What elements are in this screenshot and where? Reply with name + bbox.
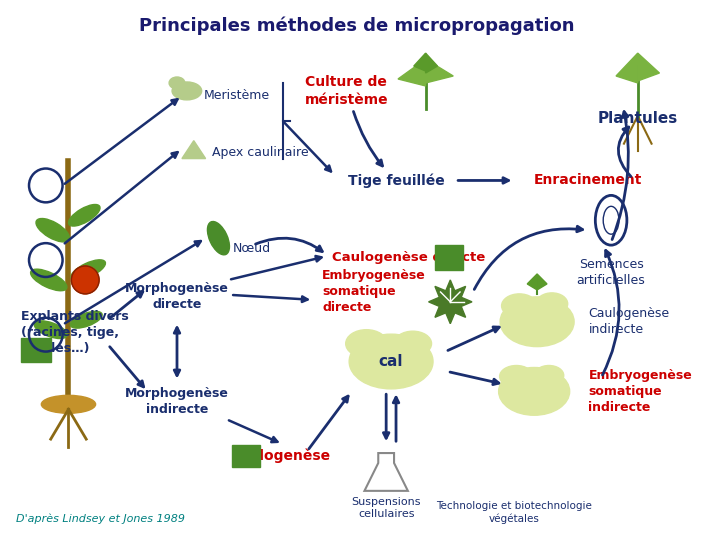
Ellipse shape — [71, 312, 102, 328]
Text: Morphogenèse
indirecte: Morphogenèse indirecte — [125, 387, 229, 416]
Text: Morphogenèse
directe: Morphogenèse directe — [125, 282, 229, 312]
Ellipse shape — [349, 334, 433, 389]
Circle shape — [71, 266, 99, 294]
Text: Embryogenèse
somatique
indirecte: Embryogenèse somatique indirecte — [588, 369, 692, 414]
Polygon shape — [426, 53, 438, 73]
Text: Technologie et biotechnologie
végétales: Technologie et biotechnologie végétales — [436, 501, 593, 524]
Text: Explants divers
(racines, tige,
feuilles…): Explants divers (racines, tige, feuilles… — [21, 310, 129, 355]
Text: Plantules: Plantules — [598, 111, 678, 126]
Ellipse shape — [172, 82, 202, 100]
Text: cal: cal — [379, 354, 403, 369]
Ellipse shape — [502, 294, 537, 318]
Polygon shape — [398, 59, 426, 86]
Text: Suspensions
cellulaires: Suspensions cellulaires — [351, 497, 421, 519]
Polygon shape — [426, 59, 454, 83]
Ellipse shape — [71, 260, 105, 280]
Text: Enracinement: Enracinement — [534, 173, 642, 187]
Ellipse shape — [500, 297, 574, 347]
Ellipse shape — [35, 321, 67, 339]
Ellipse shape — [169, 77, 185, 89]
Ellipse shape — [536, 293, 567, 315]
Text: Embryogenèse
somatique
directe: Embryogenèse somatique directe — [322, 269, 426, 314]
Text: Meristème: Meristème — [204, 90, 270, 103]
Polygon shape — [616, 53, 638, 83]
FancyBboxPatch shape — [233, 445, 260, 467]
Polygon shape — [428, 280, 472, 323]
Ellipse shape — [346, 330, 387, 357]
FancyBboxPatch shape — [436, 245, 463, 270]
Text: Callogenèse: Callogenèse — [235, 449, 330, 463]
Text: Caulogenèse
indirecte: Caulogenèse indirecte — [588, 307, 670, 336]
Text: D'après Lindsey et Jones 1989: D'après Lindsey et Jones 1989 — [16, 513, 185, 524]
Text: Nœud: Nœud — [233, 241, 271, 255]
Ellipse shape — [68, 205, 100, 226]
Polygon shape — [182, 140, 206, 159]
Text: Semences
artificielles: Semences artificielles — [577, 258, 645, 287]
Ellipse shape — [30, 269, 67, 291]
Text: Apex caulinaire: Apex caulinaire — [212, 146, 308, 159]
Text: Culture de
méristème: Culture de méristème — [305, 75, 389, 106]
Ellipse shape — [394, 331, 431, 356]
Ellipse shape — [534, 366, 564, 386]
Text: Tige feuillée: Tige feuillée — [348, 173, 444, 188]
Polygon shape — [527, 274, 537, 290]
Ellipse shape — [36, 219, 69, 242]
Ellipse shape — [499, 368, 570, 415]
Ellipse shape — [41, 395, 96, 413]
Ellipse shape — [500, 366, 534, 387]
Text: Principales méthodes de micropropagation: Principales méthodes de micropropagation — [139, 16, 575, 35]
Ellipse shape — [207, 221, 230, 255]
Polygon shape — [537, 274, 547, 290]
Text: Caulogenèse directe: Caulogenèse directe — [332, 251, 485, 264]
Polygon shape — [414, 53, 426, 71]
Polygon shape — [638, 53, 660, 81]
FancyBboxPatch shape — [21, 338, 50, 361]
